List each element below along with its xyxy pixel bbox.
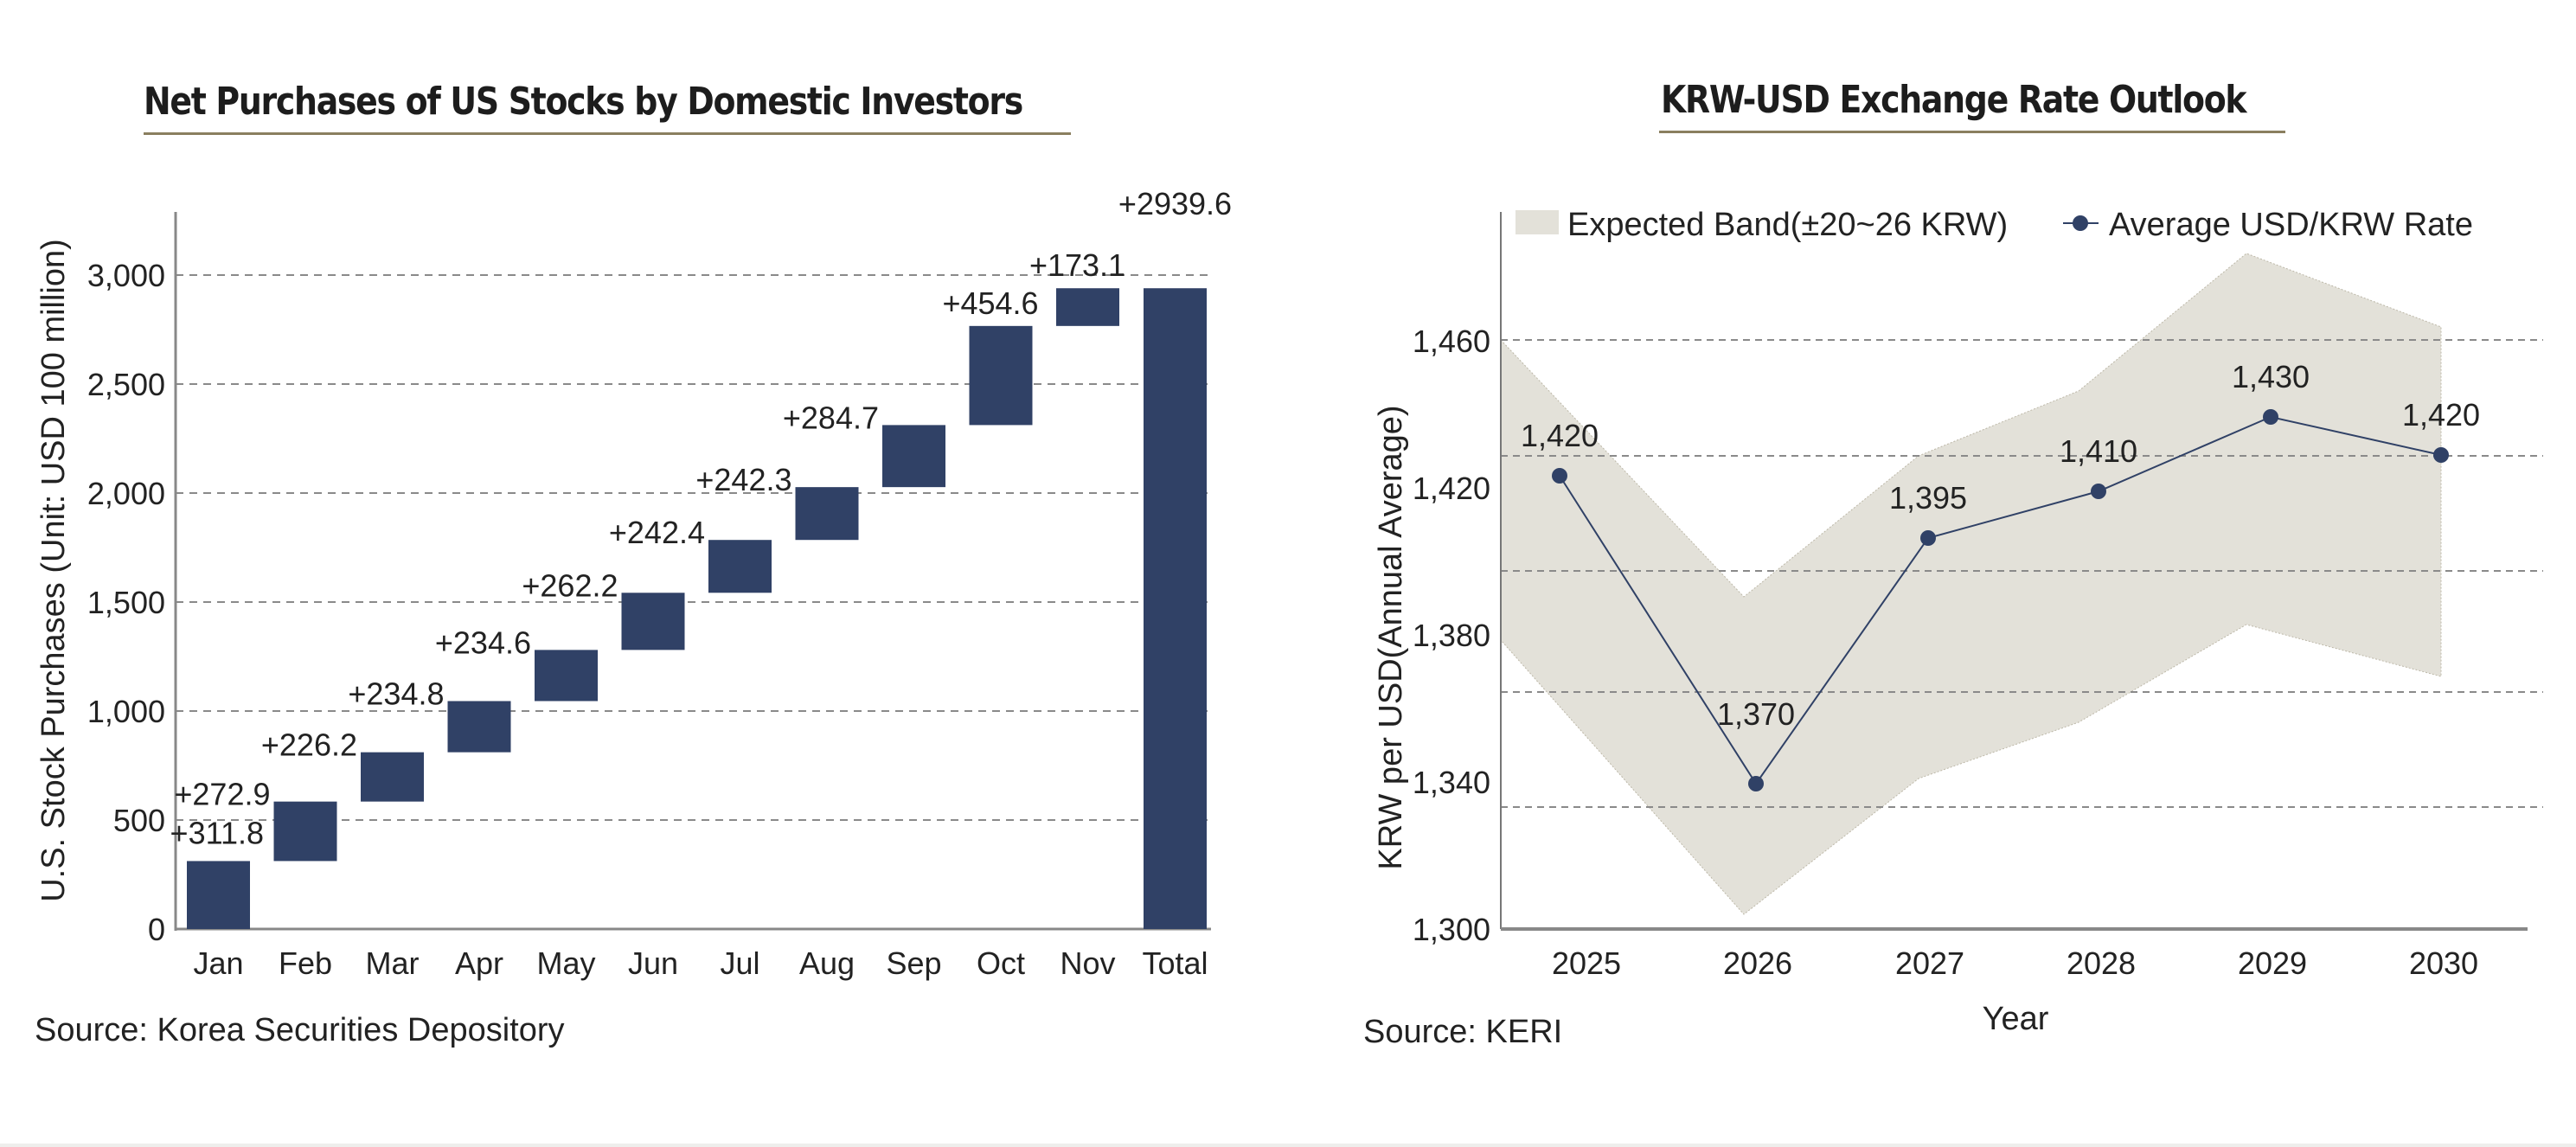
x-tick-label: 2027 [1895,945,1964,981]
x-tick-label: May [536,945,595,981]
y-axis-label: U.S. Stock Purchases (Unit: USD 100 mill… [35,239,72,902]
data-label: +242.3 [695,462,791,497]
y-tick-label: 1,500 [87,585,165,620]
data-label: +226.2 [261,727,357,763]
x-tick-label: 2028 [2067,945,2136,981]
rate-line [1559,415,2442,785]
x-tick-label: Oct [977,945,1025,981]
y-tick-label: 1,420 [1413,471,1490,506]
legend-band-swatch [1515,210,1559,234]
x-tick-label: 2030 [2409,945,2478,981]
legend-band-label: Expected Band(±20~26 KRW) [1567,207,2008,243]
data-point [2263,409,2278,425]
data-label: +2939.6 [1118,186,1232,221]
bar-nov [1056,288,1119,326]
x-tick-label: Jan [193,945,243,981]
data-label: +242.4 [609,515,705,550]
y-tick-label: 1,380 [1413,618,1490,653]
y-tick-label: 0 [148,912,165,947]
x-tick-label: Feb [279,945,332,981]
legend-line-marker [2073,215,2088,231]
x-tick-label: Aug [799,945,855,981]
data-label: 1,420 [1521,418,1599,453]
x-tick-label: Sep [886,945,941,981]
data-point [1748,776,1764,791]
y-tick-label: 2,000 [87,476,165,511]
exchange-rate-chart: 1,300 1,340 1,380 1,420 1,460 KRW per USD(Ann… [1373,207,2543,1037]
data-label: +234.8 [348,676,444,711]
bar-sep [882,425,945,488]
bar-mar [361,752,424,802]
x-tick-label: Mar [366,945,420,981]
data-label: +234.6 [435,625,531,660]
data-label: 1,370 [1717,696,1795,732]
bar-oct [969,325,1033,426]
y-tick-label: 3,000 [87,258,165,293]
data-label: +454.6 [942,285,1038,321]
data-label: +262.2 [522,567,618,603]
data-label: +272.9 [174,777,270,812]
expected-band-area [1500,253,2442,915]
x-tick-label: Jul [720,945,759,981]
footer-band [0,1144,2576,1147]
left-chart-title: Net Purchases of US Stocks by Domestic I… [144,80,1023,124]
right-title-underline [1659,131,2285,133]
data-point [2433,447,2449,463]
left-source-note: Source: Korea Securities Depository [35,1012,565,1048]
x-tick-label: Nov [1060,945,1115,981]
x-tick-label: 2026 [1723,945,1792,981]
bar-jul [708,540,772,593]
data-label: 1,395 [1889,480,1967,516]
y-tick-label: 1,340 [1413,765,1490,800]
bar-may [535,650,598,702]
y-tick-label: 1,000 [87,694,165,729]
data-point [1920,530,1936,546]
data-point [2091,484,2106,499]
y-tick-label: 1,300 [1413,912,1490,947]
x-axis-label: Year [1983,1001,2049,1037]
right-chart-title: KRW-USD Exchange Rate Outlook [1661,78,2247,122]
right-source-note: Source: KERI [1363,1014,1563,1050]
x-tick-label: Jun [628,945,678,981]
data-label: 1,410 [2060,433,2137,469]
bar-jun [621,593,685,650]
data-label: +284.7 [783,400,879,435]
y-tick-label: 1,460 [1413,324,1490,359]
data-label: +173.1 [1029,247,1125,283]
data-label: 1,430 [2232,359,2310,394]
data-label: +311.8 [170,815,264,850]
x-tick-label: Total [1142,945,1208,981]
x-tick-label: Apr [455,945,503,981]
x-tick-label: 2025 [1552,945,1621,981]
y-tick-label: 2,500 [87,367,165,402]
x-tick-label: 2029 [2238,945,2307,981]
y-axis-label: KRW per USD(Annual Average) [1373,405,1409,869]
waterfall-chart: 0 500 1,000 1,500 2,000 2,500 3,000 U.S. Stock … [35,186,1232,981]
bar-total [1144,288,1207,929]
bar-jan [187,861,250,929]
left-title-underline [144,132,1071,135]
bar-apr [447,701,511,753]
bar-aug [795,487,859,541]
legend-line-label: Average USD/KRW Rate [2109,207,2473,243]
bar-feb [273,801,337,862]
y-tick-label: 500 [113,803,165,838]
data-label: 1,420 [2402,397,2480,433]
data-point [1552,468,1567,484]
